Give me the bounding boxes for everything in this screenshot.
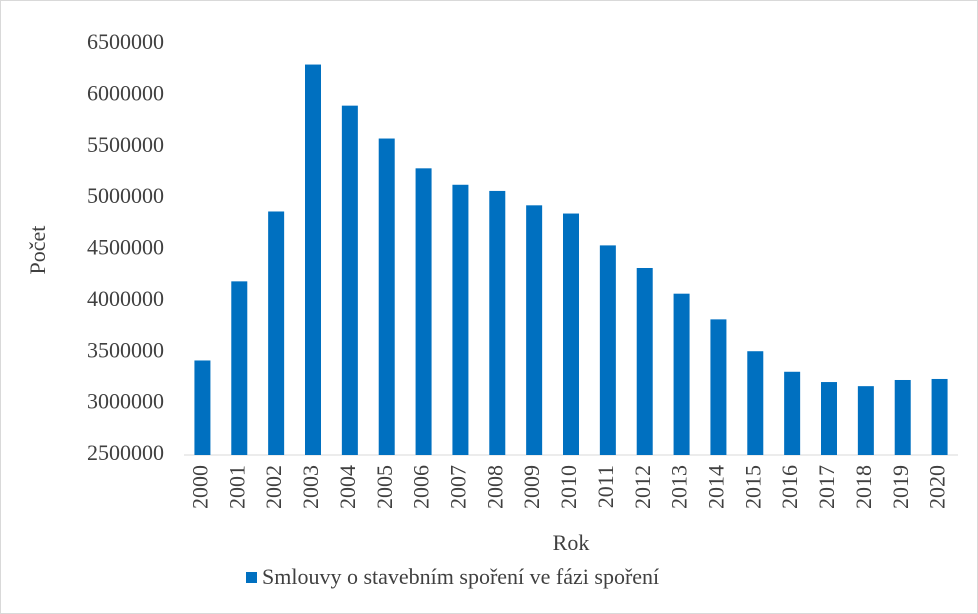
- y-tick-label: 2500000: [87, 440, 164, 465]
- x-tick-label: 2019: [888, 465, 913, 509]
- x-tick-label: 2000: [187, 465, 212, 509]
- x-tick-label: 2015: [740, 465, 765, 509]
- bar: [857, 386, 874, 455]
- x-tick-label: 2003: [298, 465, 323, 509]
- y-tick-label: 4500000: [87, 235, 164, 260]
- bar: [673, 293, 690, 455]
- y-tick-label: 4000000: [87, 286, 164, 311]
- y-tick-label: 3500000: [87, 337, 164, 362]
- bar: [194, 360, 211, 455]
- x-tick-label: 2001: [224, 465, 249, 509]
- bar: [894, 379, 911, 455]
- x-tick-label: 2005: [372, 465, 397, 509]
- x-tick-label: 2002: [261, 465, 286, 509]
- x-tick-label: 2016: [777, 465, 802, 509]
- bar: [489, 190, 506, 455]
- bar: [563, 213, 579, 455]
- x-tick-label: 2017: [814, 465, 839, 509]
- bar: [636, 267, 653, 455]
- x-tick-label: 2013: [667, 465, 692, 509]
- y-tick-label: 3000000: [87, 389, 164, 414]
- x-tick-label: 2011: [593, 465, 618, 508]
- legend-label: Smlouvy o stavebním spoření ve fázi spoř…: [262, 564, 659, 589]
- y-tick-label: 6500000: [87, 29, 164, 54]
- bar: [784, 371, 801, 455]
- bar: [231, 281, 248, 455]
- bar: [415, 168, 432, 455]
- x-tick-label: 2012: [630, 465, 655, 509]
- x-tick-label: 2009: [519, 465, 544, 509]
- legend-swatch: [246, 572, 257, 583]
- bar: [305, 64, 321, 456]
- bar: [452, 184, 469, 455]
- bar: [341, 105, 358, 456]
- bar: [599, 245, 616, 455]
- y-tick-label: 5500000: [87, 132, 164, 157]
- x-tick-label: 2007: [445, 465, 470, 509]
- x-tick-label: 2010: [556, 465, 581, 509]
- x-axis-label: Rok: [553, 530, 590, 555]
- x-tick-label: 2006: [409, 465, 434, 509]
- x-tick-label: 2018: [851, 465, 876, 509]
- y-tick-label: 6000000: [87, 80, 164, 105]
- x-tick-label: 2008: [482, 465, 507, 509]
- y-axis-label: Počet: [25, 226, 50, 275]
- bar: [747, 351, 764, 455]
- bar: [931, 378, 948, 455]
- x-tick-label: 2014: [703, 465, 728, 509]
- bar: [526, 205, 543, 455]
- bar: [710, 319, 727, 455]
- y-tick-label: 5000000: [87, 183, 164, 208]
- x-tick-label: 2004: [335, 465, 360, 509]
- bar: [378, 138, 395, 455]
- bar: [821, 382, 837, 455]
- bar: [268, 211, 285, 455]
- x-tick-label: 2020: [925, 465, 950, 509]
